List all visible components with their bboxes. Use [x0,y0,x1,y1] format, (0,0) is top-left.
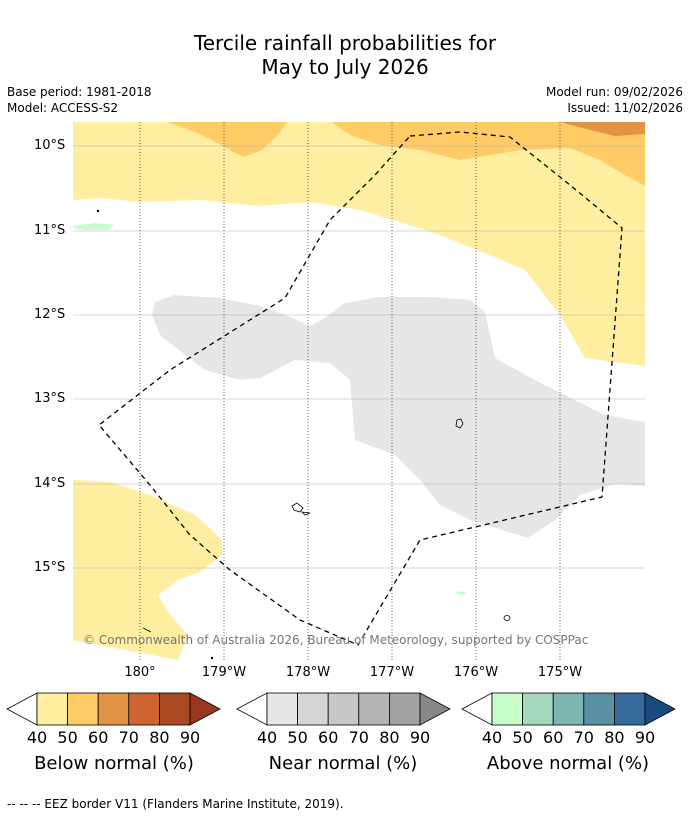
tick-label: 40 [481,728,503,747]
tick-label: 60 [318,728,339,747]
colorbar-segment [583,692,615,726]
colorbar-under-arrow [236,692,268,726]
colorbar-segment [614,692,646,726]
tick-label: 80 [149,728,170,747]
colorbar-segment [36,692,69,726]
tick-label: 50 [512,728,533,747]
island-samoa-east [300,511,311,516]
colorbar-segment [297,692,329,726]
colorbar-under-arrow [461,692,493,726]
below-normal-50-north-b [332,122,645,186]
tick-label: 60 [543,728,564,747]
near-normal-40-center [152,295,645,538]
tick-label: 70 [118,728,139,747]
island-samoa-west [291,502,304,513]
tick-label: 90 [409,728,431,747]
colorbar-segment [158,692,191,726]
colorbar-segment [491,692,524,726]
lon-label-176w: 176°W [453,665,499,680]
islands [96,209,511,660]
tick-label: 90 [634,728,656,747]
colorbar-segment [388,692,421,726]
tick-label: 80 [604,728,625,747]
colorbar-above-label: Above normal (%) [486,753,650,774]
meta-left: Base period: 1981-2018 Model: ACCESS-S2 [7,84,152,116]
eez-border [98,131,623,646]
lat-label-12s: 12°S [34,307,66,322]
tick-label: 60 [88,728,109,747]
lat-label-14s: 14°S [34,476,66,491]
tick-label: 50 [287,728,308,747]
colorbar-below-label: Below normal (%) [34,753,194,774]
below-normal-40-southwest [73,480,222,660]
issued-date: Issued: 11/02/2026 [567,101,683,115]
colorbar-segment [358,692,390,726]
colorbar-near-label: Near normal (%) [268,753,418,774]
colorbar-segment [522,692,554,726]
lon-label-180: 180° [124,665,156,680]
colorbar-above [461,692,676,726]
colorbar-segment [327,692,360,726]
colorbar-over-arrow [189,692,221,726]
below-normal-50-north-a [168,122,287,157]
lon-label-178w: 178°W [285,665,331,680]
colorbar-segment [266,692,299,726]
below-normal-40-north [73,122,645,366]
colorbar-over-arrow [419,692,451,726]
title-line-2: May to July 2026 [261,55,429,79]
lat-label-11s: 11°S [34,223,66,238]
colorbar-near [236,692,451,726]
colorbar-under-arrow [6,692,38,726]
island-tokelau-east [455,418,464,429]
base-period: Base period: 1981-2018 [7,85,152,99]
island-dot-north [96,209,100,213]
lon-label-177w: 177°W [369,665,415,680]
above-normal-spot-c [525,640,531,644]
colorbar-segment [128,692,160,726]
below-normal-60-northeast [560,122,645,136]
title-line-1: Tercile rainfall probabilities for [193,31,497,55]
tick-label: 80 [379,728,400,747]
map-title: Tercile rainfall probabilities for May t… [0,31,690,79]
colorbar-segment [97,692,130,726]
tick-label: 70 [348,728,369,747]
island-dot-south [210,656,214,660]
tick-label: 50 [57,728,78,747]
colorbar-segment [552,692,585,726]
tick-label: 40 [26,728,48,747]
eez-footnote: -- -- -- EEZ border V11 (Flanders Marine… [7,797,344,811]
model-name: Model: ACCESS-S2 [7,101,119,115]
island-south [503,615,511,621]
tick-label: 70 [573,728,594,747]
colorbar-segment [67,692,99,726]
lat-label-15s: 15°S [34,560,66,575]
colorbar-over-arrow [644,692,676,726]
lon-label-179w: 179°W [201,665,247,680]
island-southwest [142,627,152,633]
lon-label-175w: 175°W [537,665,583,680]
colorbar-below [6,692,221,726]
above-normal-spot-b [456,591,466,595]
tick-label: 40 [256,728,278,747]
copyright-notice: © Commonwealth of Australia 2026, Bureau… [83,633,589,647]
above-normal-spot-a [73,223,115,230]
tick-label: 90 [179,728,201,747]
colorbars [6,692,676,726]
lat-gridlines [73,145,645,569]
lat-label-10s: 10°S [34,138,66,153]
meta-right: Model run: 09/02/2026 Issued: 11/02/2026 [546,84,683,116]
lat-label-13s: 13°S [34,391,66,406]
model-run: Model run: 09/02/2026 [545,85,683,99]
